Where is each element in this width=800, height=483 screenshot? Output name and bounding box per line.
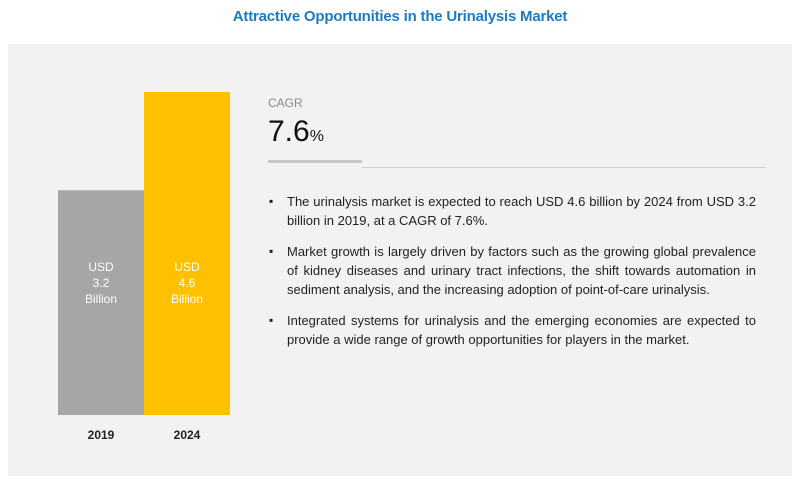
cagr-label: CAGR — [268, 96, 303, 110]
cagr-unit: % — [309, 128, 324, 145]
key-points-list: ▪ The urinalysis market is expected to re… — [268, 192, 756, 361]
bar-2019 — [58, 190, 144, 415]
key-point-text: The urinalysis market is expected to rea… — [287, 194, 756, 228]
key-point-3: ▪ Integrated systems for urinalysis and t… — [268, 311, 756, 349]
bullet-icon: ▪ — [269, 194, 274, 208]
cagr-value: 7.6% — [268, 112, 324, 157]
bar-label-2024-line-3: Billion — [171, 292, 203, 306]
bullet-icon: ▪ — [269, 313, 274, 327]
x-tick-label-2024: 2024 — [174, 428, 201, 442]
bar-label-2024-line-2: 4.6 — [179, 276, 196, 290]
bar-label-2019-line-3: Billion — [85, 292, 117, 306]
bar-label-2024-line-1: USD — [174, 260, 200, 274]
cagr-underline — [268, 160, 362, 163]
bar-label-2019-line-2: 3.2 — [93, 276, 110, 290]
divider-line — [362, 167, 766, 168]
key-point-text: Market growth is largely driven by facto… — [287, 244, 756, 297]
key-point-2: ▪ Market growth is largely driven by fact… — [268, 242, 756, 299]
bar-label-2019-line-1: USD — [88, 260, 114, 274]
bullet-icon: ▪ — [269, 244, 274, 258]
x-tick-label-2019: 2019 — [88, 428, 115, 442]
key-point-text: Integrated systems for urinalysis and th… — [287, 313, 756, 347]
key-point-1: ▪ The urinalysis market is expected to re… — [268, 192, 756, 230]
bar-2024 — [144, 92, 230, 415]
chart-title: Attractive Opportunities in the Urinalys… — [232, 8, 568, 25]
cagr-number: 7.6 — [268, 115, 310, 148]
